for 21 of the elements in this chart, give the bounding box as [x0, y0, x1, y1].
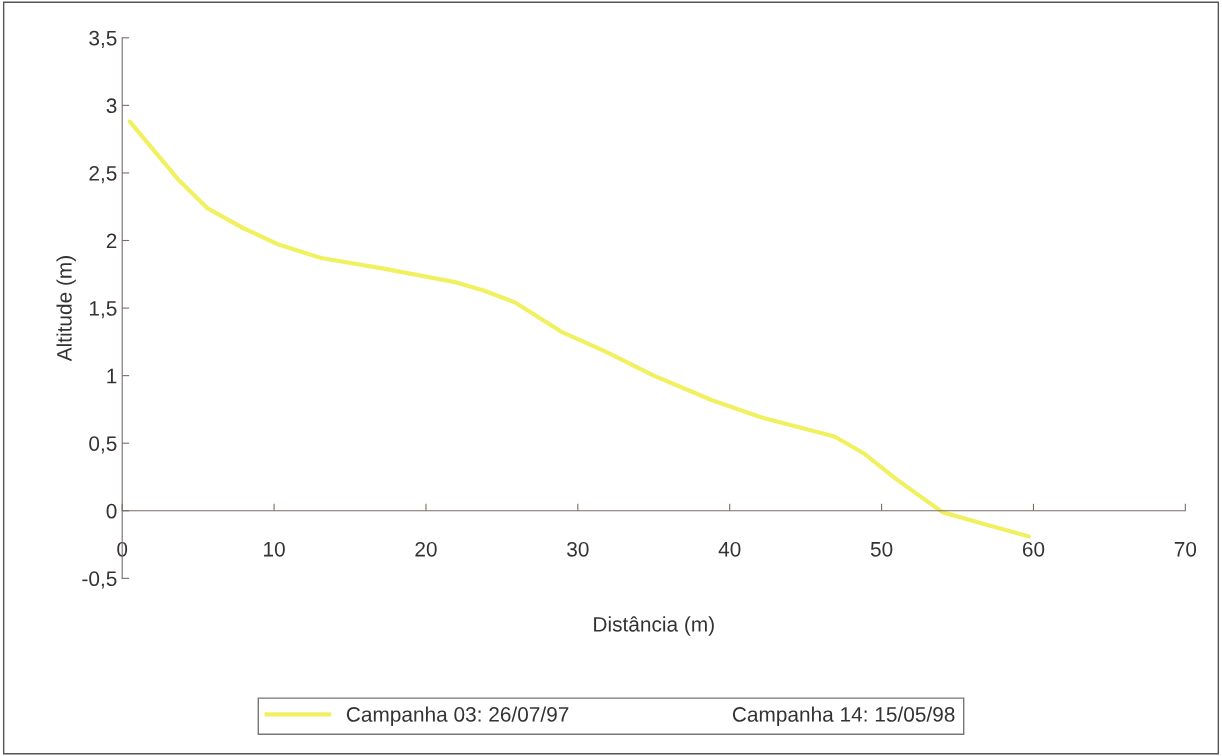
x-tick-label: 60: [1022, 541, 1045, 557]
line-series: [127, 119, 1031, 539]
y-tick-label: 3,5: [89, 30, 117, 49]
text: Campanha 14: 15/05/98: [732, 706, 955, 726]
x-tick-label: 70: [1174, 541, 1197, 557]
x-axis-title: Distância (m): [594, 616, 714, 636]
x-tick-label: 10: [264, 541, 285, 557]
y-tick-label: 1: [107, 368, 117, 384]
y-tick-label: 2,5: [89, 165, 117, 184]
x-tick-label: 50: [870, 541, 893, 557]
y-tick-label: 2: [106, 233, 117, 249]
x-tick-label: 20: [415, 541, 437, 557]
y-tick-label: 0: [106, 503, 117, 519]
y-tick-label: 0,5: [89, 436, 117, 454]
y-tick-label: 1,5: [89, 301, 117, 319]
x-tick-label: 30: [567, 541, 589, 557]
legend-label: Campanha 03: 26/07/97: [346, 706, 569, 726]
y-tick-label: 3: [106, 98, 117, 114]
y-tick-label: -0,5: [82, 571, 117, 589]
y-axis-title: Altitude (m): [56, 256, 76, 362]
x-tick-label: 40: [718, 541, 741, 557]
